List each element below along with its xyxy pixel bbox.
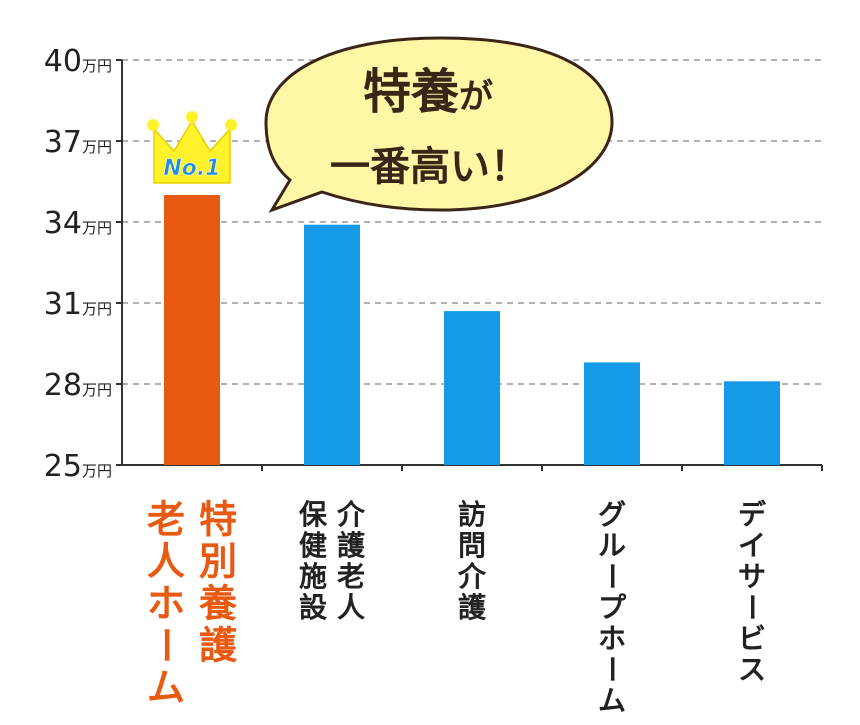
crown-rank-label: No.1 bbox=[163, 156, 220, 181]
bar bbox=[164, 195, 220, 465]
y-tick-unit: 万円 bbox=[82, 300, 112, 318]
category-label-char: 保 bbox=[299, 498, 328, 531]
crown-ball-left bbox=[147, 119, 159, 131]
category-label-char: 護 bbox=[199, 623, 238, 667]
y-tick-label: 34万円 bbox=[44, 206, 112, 241]
speech-bubble: 特養が 一番高い！ bbox=[264, 36, 614, 213]
category-label-char: 人 bbox=[337, 591, 365, 624]
callout-line-2: 一番高い！ bbox=[330, 144, 530, 190]
category-label-char: 問 bbox=[458, 529, 486, 562]
category-label-char: イ bbox=[738, 529, 766, 562]
category-label-char: 健 bbox=[299, 529, 327, 562]
y-tick-label: 37万円 bbox=[44, 125, 112, 160]
y-tick-label: 25万円 bbox=[44, 449, 112, 484]
crown-ball-right bbox=[225, 119, 237, 131]
bar bbox=[584, 362, 640, 465]
crown-icon: No.1 bbox=[147, 111, 237, 184]
y-tick-unit: 万円 bbox=[82, 219, 112, 237]
category-label-char: 別 bbox=[199, 539, 237, 583]
y-tick-value: 37 bbox=[44, 125, 82, 160]
category-label-char: 介 bbox=[336, 498, 366, 531]
grid-lines bbox=[122, 59, 822, 385]
category-label-char: 訪 bbox=[458, 498, 486, 531]
callout-big-text: 特養 bbox=[363, 64, 459, 120]
category-label-char: ス bbox=[738, 653, 766, 686]
category-label-char: ホ bbox=[147, 581, 185, 625]
category-label-char: サ bbox=[738, 560, 766, 593]
category-label-char: ム bbox=[598, 684, 626, 717]
y-tick-unit: 万円 bbox=[82, 57, 112, 75]
category-label-char: ー bbox=[144, 626, 188, 664]
category-label-char: ル bbox=[598, 529, 626, 562]
y-tick-value: 31 bbox=[44, 287, 82, 322]
category-label-char: ー bbox=[595, 562, 628, 590]
category-label-char: 設 bbox=[299, 591, 328, 624]
y-tick-unit: 万円 bbox=[82, 138, 112, 156]
category-label-char: 人 bbox=[147, 539, 185, 583]
crown-shape bbox=[153, 119, 231, 184]
category-label-char: グ bbox=[598, 498, 626, 531]
y-tick-value: 40 bbox=[44, 44, 82, 79]
category-label-char: 施 bbox=[299, 560, 327, 593]
bar bbox=[724, 381, 780, 465]
crown-ball-middle bbox=[186, 111, 198, 123]
category-label-char: ホ bbox=[598, 622, 626, 655]
category-label-char: 老 bbox=[337, 560, 365, 593]
y-tick-unit: 万円 bbox=[82, 381, 112, 399]
callout-small-text: が bbox=[459, 77, 493, 117]
category-label-char: 特 bbox=[199, 497, 237, 541]
speech-bubble-shape bbox=[264, 36, 614, 213]
category-label-char: ー bbox=[735, 593, 768, 621]
category-label-char: デ bbox=[738, 498, 767, 531]
category-label-char: ビ bbox=[738, 622, 766, 655]
y-tick-value: 28 bbox=[44, 368, 82, 403]
y-tick-unit: 万円 bbox=[82, 462, 112, 480]
category-label-char: 介 bbox=[457, 560, 487, 593]
category-label-char: プ bbox=[598, 591, 627, 624]
y-tick-value: 25 bbox=[44, 449, 82, 484]
y-tick-label: 31万円 bbox=[44, 287, 112, 322]
category-label-char: ー bbox=[595, 655, 628, 683]
y-tick-label: 40万円 bbox=[44, 44, 112, 79]
bar bbox=[304, 224, 360, 465]
bars bbox=[164, 195, 780, 465]
category-label-char: 護 bbox=[337, 529, 366, 562]
category-label-char: ム bbox=[147, 665, 185, 709]
y-tick-value: 34 bbox=[44, 206, 82, 241]
bar bbox=[444, 311, 500, 465]
callout-line-1: 特養が bbox=[363, 64, 493, 120]
y-tick-label: 28万円 bbox=[44, 368, 112, 403]
category-label-char: 老 bbox=[147, 497, 185, 541]
category-label-char: 護 bbox=[458, 591, 487, 624]
category-label-char: 養 bbox=[199, 581, 237, 625]
